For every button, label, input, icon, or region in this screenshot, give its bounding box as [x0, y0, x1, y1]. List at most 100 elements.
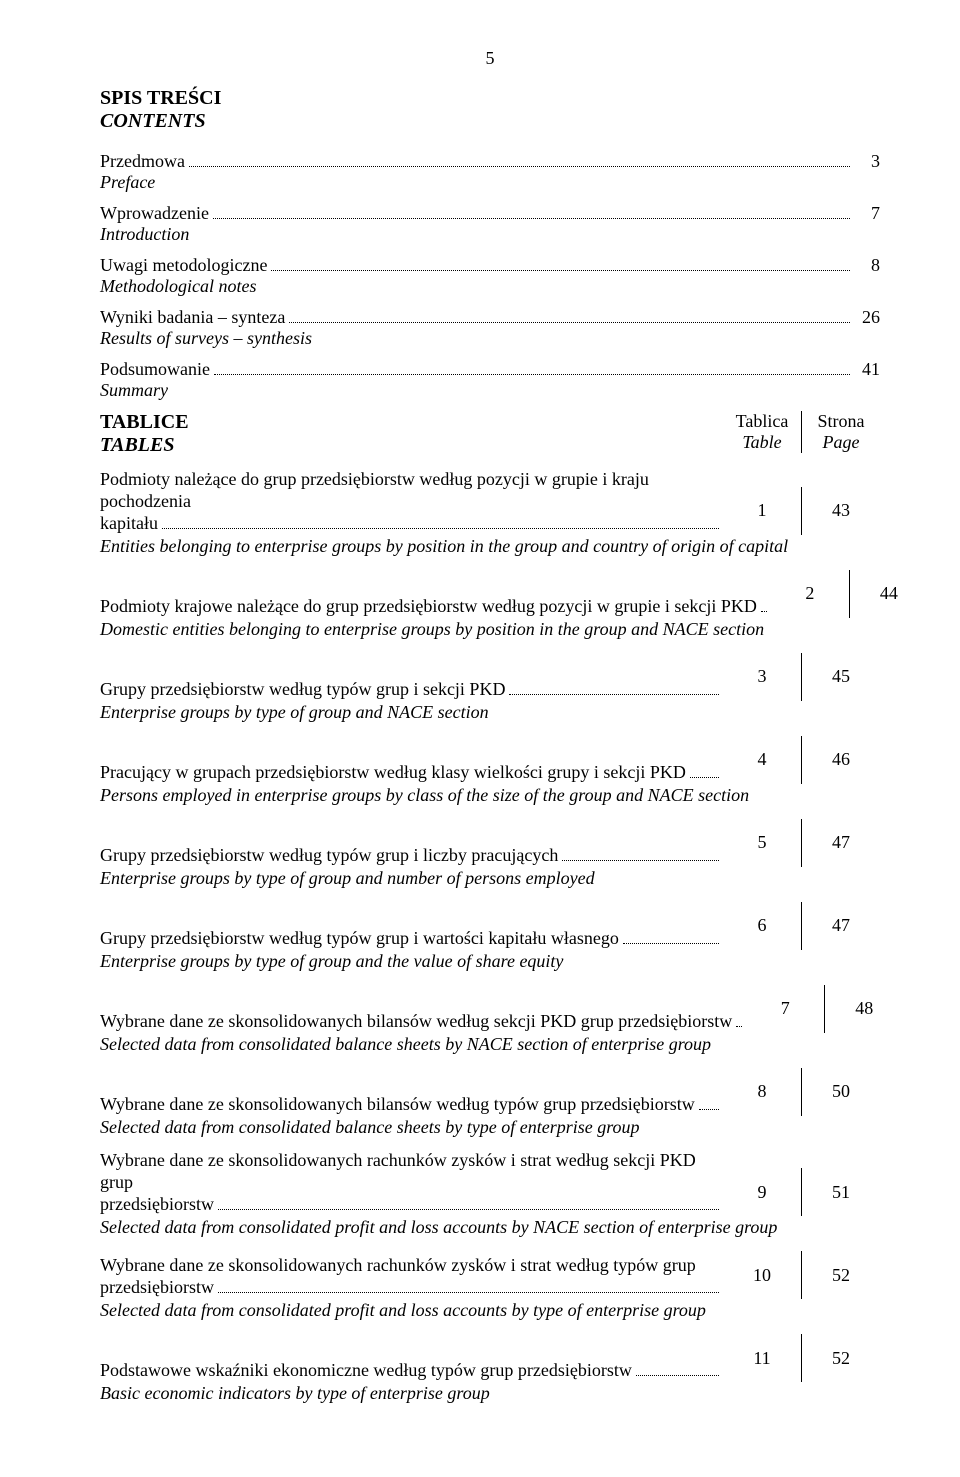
col-header-table-pl: Tablica [727, 411, 797, 432]
entry-title-pl: Grupy przedsiębiorstw według typów grup … [100, 845, 723, 867]
entry-title-pl-line1: Wybrane dane ze skonsolidowanych rachunk… [100, 1255, 723, 1277]
entry-page-number: 41 [854, 359, 880, 380]
entry-numbers: 647 [723, 902, 880, 950]
entry-title-en: Results of surveys – synthesis [100, 328, 880, 349]
entry-table-number: 6 [723, 915, 801, 936]
entry-page-number: 52 [802, 1265, 880, 1286]
table-entry: Podstawowe wskaźniki ekonomiczne według … [100, 1334, 880, 1405]
entry-title-pl-lastline: Wybrane dane ze skonsolidowanych bilansó… [100, 1094, 695, 1116]
entry-title-pl-lastline: kapitału [100, 513, 158, 535]
dot-leader [690, 777, 719, 778]
dot-leader [289, 322, 850, 323]
col-header-page-en: Page [806, 432, 876, 453]
entry-title-pl-line1: Wybrane dane ze skonsolidowanych rachunk… [100, 1150, 723, 1194]
entry-numbers: 1152 [723, 1334, 880, 1382]
contents-entry: Wprowadzenie7Introduction [100, 203, 880, 245]
entry-title-pl: Przedmowa [100, 151, 185, 172]
dot-leader [509, 694, 719, 695]
entry-page-number: 3 [854, 151, 880, 172]
tables-heading-pl: TABLICE [100, 411, 723, 434]
entry-title-pl-lastline: Pracujący w grupach przedsiębiorstw wedł… [100, 762, 686, 784]
table-entry: Grupy przedsiębiorstw według typów grup … [100, 653, 880, 724]
entry-title-pl-lastline: Podmioty krajowe należące do grup przeds… [100, 596, 757, 618]
entry-title-en: Enterprise groups by type of group and N… [100, 702, 880, 724]
entry-title-pl-lastline: Grupy przedsiębiorstw według typów grup … [100, 845, 558, 867]
entry-title-en: Enterprise groups by type of group and t… [100, 951, 880, 973]
entry-table-number: 4 [723, 749, 801, 770]
entry-title-en: Introduction [100, 224, 880, 245]
entry-title-pl: Wybrane dane ze skonsolidowanych rachunk… [100, 1150, 723, 1216]
entry-table-number: 11 [723, 1348, 801, 1369]
col-header-table: Tablica Table [723, 411, 801, 453]
entry-page-number: 7 [854, 203, 880, 224]
entry-title-pl: Podstawowe wskaźniki ekonomiczne według … [100, 1360, 723, 1382]
dot-leader [271, 270, 850, 271]
entry-page-number: 52 [802, 1348, 880, 1369]
contents-entry: Wyniki badania – synteza 26Results of sur… [100, 307, 880, 349]
entry-numbers: 850 [723, 1068, 880, 1116]
entry-numbers: 143 [723, 487, 880, 535]
contents-simple-list: Przedmowa 3Preface Wprowadzenie7Introducti… [100, 151, 880, 401]
table-entry: Podmioty krajowe należące do grup przeds… [100, 570, 880, 641]
entry-page-number: 48 [825, 998, 903, 1019]
entry-page-number: 47 [802, 915, 880, 936]
entry-title-en: Entities belonging to enterprise groups … [100, 536, 880, 558]
entry-table-number: 9 [723, 1182, 801, 1203]
entry-title-pl-lastline: Grupy przedsiębiorstw według typów grup … [100, 679, 505, 701]
entry-numbers: 345 [723, 653, 880, 701]
entry-table-number: 3 [723, 666, 801, 687]
entry-title-en: Selected data from consolidated balance … [100, 1034, 880, 1056]
heading-en: CONTENTS [100, 110, 880, 133]
dot-leader [736, 1026, 742, 1027]
dot-leader [189, 166, 850, 167]
entry-page-number: 43 [802, 500, 880, 521]
table-entry: Wybrane dane ze skonsolidowanych rachunk… [100, 1150, 880, 1239]
entry-title-en: Persons employed in enterprise groups by… [100, 785, 880, 807]
column-headers: Tablica Table Strona Page [723, 411, 880, 453]
entry-title-pl: Wybrane dane ze skonsolidowanych bilansó… [100, 1094, 723, 1116]
entry-title-pl: Wybrane dane ze skonsolidowanych bilansó… [100, 1011, 746, 1033]
contents-entry: Podsumowanie 41Summary [100, 359, 880, 401]
tables-heading-en: TABLES [100, 434, 723, 457]
entry-title-pl-line1: Podmioty należące do grup przedsiębiorst… [100, 469, 723, 513]
entry-page-number: 44 [850, 583, 928, 604]
entry-title-pl: Wybrane dane ze skonsolidowanych rachunk… [100, 1255, 723, 1299]
entry-title-en: Summary [100, 380, 880, 401]
entry-table-number: 5 [723, 832, 801, 853]
table-entry: Grupy przedsiębiorstw według typów grup … [100, 902, 880, 973]
entry-numbers: 1052 [723, 1251, 880, 1299]
dot-leader [636, 1375, 719, 1376]
entry-title-pl-lastline: Wybrane dane ze skonsolidowanych bilansó… [100, 1011, 732, 1033]
table-entry: Wybrane dane ze skonsolidowanych bilansó… [100, 985, 880, 1056]
entry-title-pl: Grupy przedsiębiorstw według typów grup … [100, 679, 723, 701]
heading-pl: SPIS TREŚCI [100, 87, 880, 110]
entry-numbers: 446 [723, 736, 880, 784]
entry-title-en: Methodological notes [100, 276, 880, 297]
entry-title-pl: Podmioty należące do grup przedsiębiorst… [100, 469, 723, 535]
entry-title-pl-lastline: Podstawowe wskaźniki ekonomiczne według … [100, 1360, 632, 1382]
entry-title-en: Domestic entities belonging to enterpris… [100, 619, 880, 641]
dot-leader [761, 611, 767, 612]
entry-title-en: Preface [100, 172, 880, 193]
dot-leader [162, 528, 719, 529]
contents-entry: Przedmowa 3Preface [100, 151, 880, 193]
col-header-page-pl: Strona [806, 411, 876, 432]
entry-title-pl: Uwagi metodologiczne [100, 255, 267, 276]
contents-entry: Uwagi metodologiczne8Methodological note… [100, 255, 880, 297]
page-number: 5 [100, 48, 880, 69]
entry-title-en: Basic economic indicators by type of ent… [100, 1383, 880, 1405]
entry-title-pl-lastline: przedsiębiorstw [100, 1194, 214, 1216]
entry-title-pl: Grupy przedsiębiorstw według typów grup … [100, 928, 723, 950]
entry-title-en: Selected data from consolidated profit a… [100, 1300, 880, 1322]
dot-leader [218, 1292, 719, 1293]
entry-title-pl: Podsumowanie [100, 359, 210, 380]
entry-page-number: 45 [802, 666, 880, 687]
entry-page-number: 26 [854, 307, 880, 328]
dot-leader [699, 1109, 719, 1110]
dot-leader [562, 860, 719, 861]
entry-title-pl-lastline: przedsiębiorstw [100, 1277, 214, 1299]
entry-table-number: 8 [723, 1081, 801, 1102]
tables-heading-row: TABLICE TABLES Tablica Table Strona Page [100, 411, 880, 457]
table-entry: Podmioty należące do grup przedsiębiorst… [100, 469, 880, 558]
entry-title-pl: Wyniki badania – synteza [100, 307, 285, 328]
